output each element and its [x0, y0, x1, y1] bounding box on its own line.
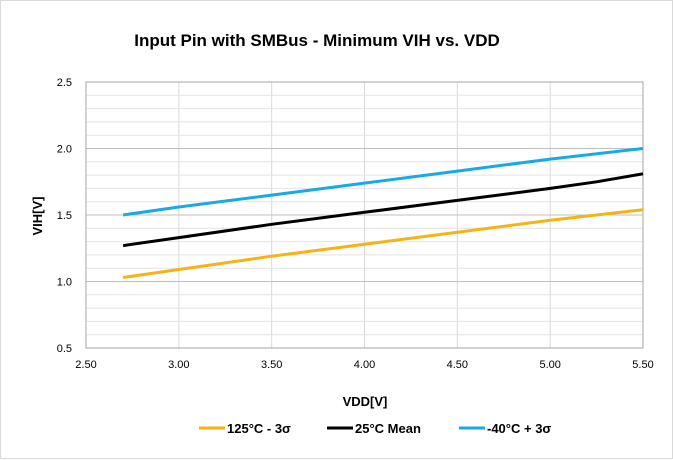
legend-label: -40°C + 3σ: [487, 421, 551, 436]
legend-item: -40°C + 3σ: [459, 421, 551, 436]
legend-item: 125°C - 3σ: [199, 421, 291, 436]
x-tick-labels: 2.50 3.00 3.50 4.00 4.50 5.00 5.50: [75, 359, 653, 371]
legend: 125°C - 3σ 25°C Mean -40°C + 3σ: [199, 421, 551, 436]
plot-area-border: [85, 81, 644, 349]
y-tick-label: 2.5: [57, 77, 72, 89]
x-tick-label: 5.50: [632, 359, 653, 371]
series-line: [122, 208, 644, 279]
chart-title: Input Pin with SMBus - Minimum VIH vs. V…: [134, 31, 500, 50]
y-tick-label: 1.0: [57, 277, 72, 289]
series-line: [122, 147, 644, 217]
y-tick-label: 2.0: [57, 144, 72, 156]
x-tick-label: 3.00: [168, 359, 189, 371]
legend-label: 25°C Mean: [355, 421, 421, 436]
x-axis-label: VDD[V]: [343, 394, 388, 409]
series-line: [122, 172, 644, 248]
legend-label: 125°C - 3σ: [227, 421, 291, 436]
gridlines: [85, 81, 644, 349]
y-axis-label: VIH[V]: [30, 197, 45, 236]
x-tick-label: 3.50: [261, 359, 282, 371]
y-tick-label: 0.5: [57, 343, 72, 355]
y-tick-label: 1.5: [57, 210, 72, 222]
x-tick-label: 5.00: [539, 359, 560, 371]
legend-item: 25°C Mean: [327, 421, 421, 436]
series-lines: [122, 147, 644, 279]
y-tick-labels: 0.5 1.0 1.5 2.0 2.5: [57, 77, 72, 355]
x-tick-label: 4.50: [447, 359, 468, 371]
x-tick-label: 2.50: [75, 359, 96, 371]
x-tick-label: 4.00: [354, 359, 375, 371]
